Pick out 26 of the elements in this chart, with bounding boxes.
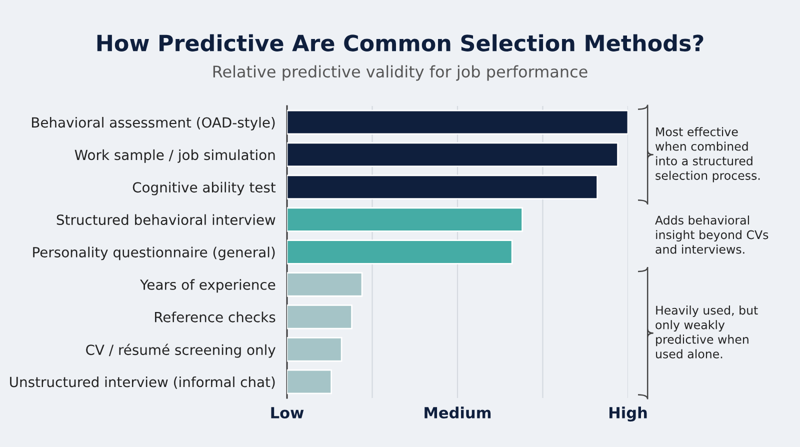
y-tick-label: Personality questionnaire (general) xyxy=(33,246,275,260)
text: Low xyxy=(271,407,304,418)
bar xyxy=(287,272,363,297)
text: Adds behavioral insight beyond CVs and interviews. xyxy=(655,216,768,254)
y-tick-label: Reference checks xyxy=(155,312,276,322)
chart-title: How Predictive Are Common Selection Methods? xyxy=(97,34,704,52)
bar xyxy=(287,207,523,232)
chart-subtitle: Relative predictive validity for job performance xyxy=(213,65,588,81)
text: Most effective when combined into a structured selection process. xyxy=(655,127,760,182)
text: Heavily used, but only weakly predictive when used alone. xyxy=(656,306,758,358)
y-tick-label: Unstructured interview (informal chat) xyxy=(10,376,275,389)
y-tick-label: Work sample / job simulation xyxy=(74,149,275,163)
y-tick-label: CV / résumé screening only xyxy=(86,344,276,358)
y-tick-label: Years of experience xyxy=(140,279,276,293)
bar xyxy=(287,240,513,264)
text: Medium xyxy=(424,406,491,418)
bar xyxy=(287,369,332,394)
text: High xyxy=(609,406,647,422)
bar xyxy=(287,336,342,362)
y-tick-label: Structured behavioral interview xyxy=(56,214,276,226)
bar xyxy=(287,304,352,330)
bar xyxy=(287,110,628,135)
y-tick-label: Cognitive ability test xyxy=(132,182,276,196)
bar xyxy=(287,174,598,200)
bar xyxy=(287,142,618,168)
y-tick-label: Behavioral assessment (OAD-style) xyxy=(32,116,275,130)
